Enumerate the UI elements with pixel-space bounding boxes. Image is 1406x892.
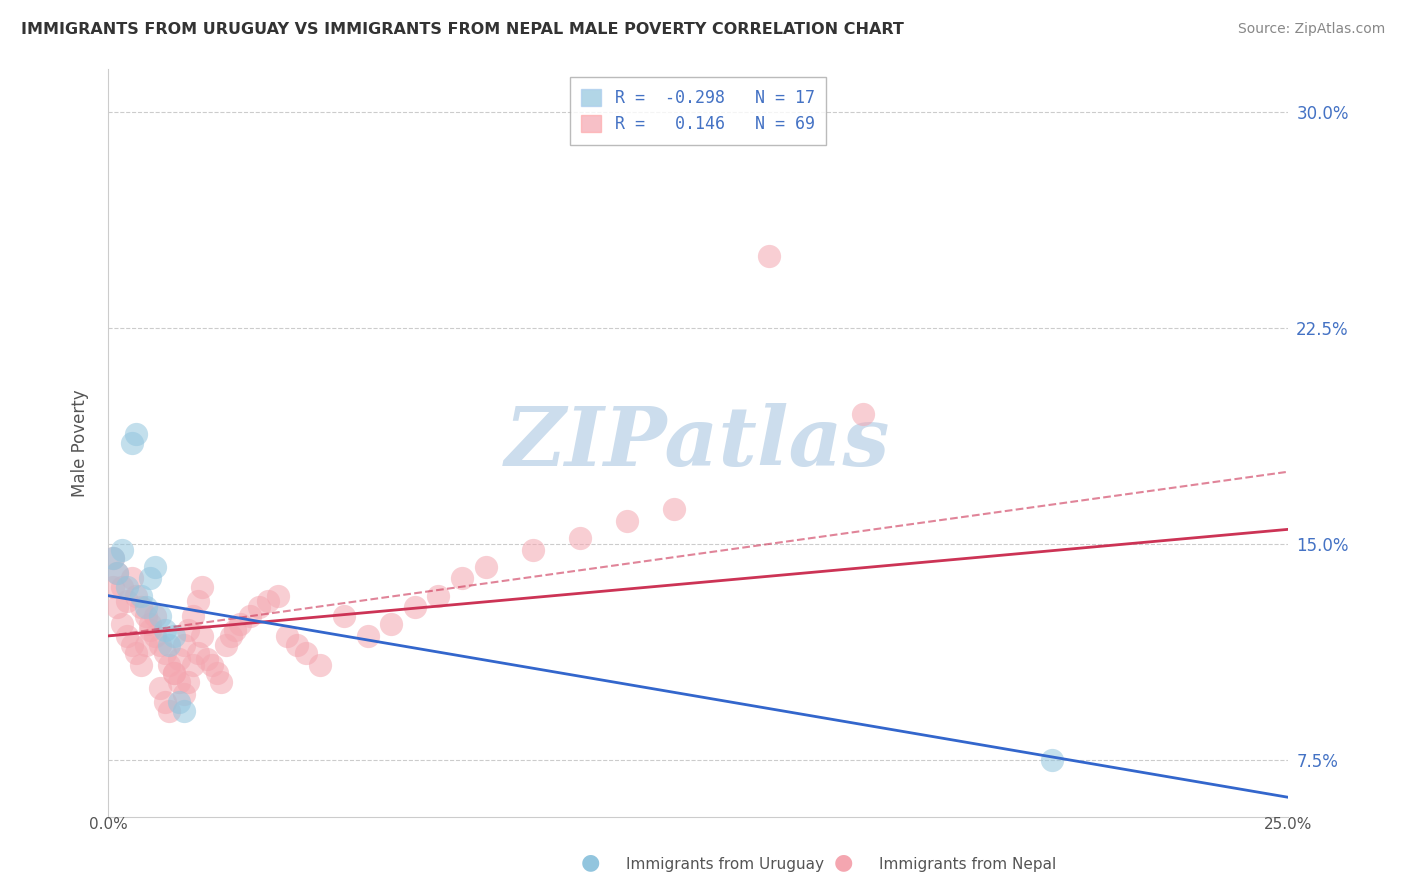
Point — [157, 704, 180, 718]
Point — [107, 600, 129, 615]
Point — [1040, 753, 1063, 767]
Point — [187, 594, 209, 608]
Point — [153, 695, 176, 709]
Point — [115, 580, 138, 594]
Point — [247, 600, 270, 615]
Point — [107, 566, 129, 580]
Point — [157, 657, 180, 672]
Point — [101, 580, 124, 594]
Point — [219, 629, 242, 643]
Point — [111, 542, 134, 557]
Point — [157, 638, 180, 652]
Point — [616, 514, 638, 528]
Point — [135, 638, 157, 652]
Point — [125, 589, 148, 603]
Point — [139, 623, 162, 637]
Point — [107, 566, 129, 580]
Point — [143, 608, 166, 623]
Point — [153, 623, 176, 637]
Point — [224, 623, 246, 637]
Point — [125, 427, 148, 442]
Point — [135, 608, 157, 623]
Point — [276, 629, 298, 643]
Point — [522, 542, 544, 557]
Point — [153, 646, 176, 660]
Point — [191, 629, 214, 643]
Point — [205, 666, 228, 681]
Point — [121, 571, 143, 585]
Text: ●: ● — [834, 853, 853, 872]
Point — [356, 629, 378, 643]
Point — [181, 608, 204, 623]
Point — [167, 675, 190, 690]
Text: 25.0%: 25.0% — [1264, 817, 1312, 832]
Point — [177, 623, 200, 637]
Point — [129, 600, 152, 615]
Point — [333, 608, 356, 623]
Point — [149, 681, 172, 695]
Text: ●: ● — [581, 853, 600, 872]
Text: Immigrants from Nepal: Immigrants from Nepal — [879, 857, 1056, 872]
Point — [149, 638, 172, 652]
Point — [135, 600, 157, 615]
Point — [143, 629, 166, 643]
Point — [451, 571, 474, 585]
Point — [309, 657, 332, 672]
Text: Immigrants from Uruguay: Immigrants from Uruguay — [626, 857, 824, 872]
Point — [163, 666, 186, 681]
Point — [129, 589, 152, 603]
Point — [129, 657, 152, 672]
Point — [229, 617, 252, 632]
Point — [187, 646, 209, 660]
Point — [257, 594, 280, 608]
Point — [380, 617, 402, 632]
Point — [121, 638, 143, 652]
Point — [195, 652, 218, 666]
Point — [295, 646, 318, 660]
Point — [167, 652, 190, 666]
Text: IMMIGRANTS FROM URUGUAY VS IMMIGRANTS FROM NEPAL MALE POVERTY CORRELATION CHART: IMMIGRANTS FROM URUGUAY VS IMMIGRANTS FR… — [21, 22, 904, 37]
Point — [111, 617, 134, 632]
Point — [163, 666, 186, 681]
Point — [101, 551, 124, 566]
Point — [173, 687, 195, 701]
Legend: R =  -0.298   N = 17, R =   0.146   N = 69: R = -0.298 N = 17, R = 0.146 N = 69 — [569, 77, 827, 145]
Point — [149, 608, 172, 623]
Text: 0.0%: 0.0% — [89, 817, 128, 832]
Point — [139, 571, 162, 585]
Point — [404, 600, 426, 615]
Point — [163, 629, 186, 643]
Point — [173, 704, 195, 718]
Point — [125, 646, 148, 660]
Y-axis label: Male Poverty: Male Poverty — [72, 389, 89, 497]
Point — [201, 657, 224, 672]
Point — [167, 695, 190, 709]
Point — [173, 638, 195, 652]
Text: Source: ZipAtlas.com: Source: ZipAtlas.com — [1237, 22, 1385, 37]
Point — [209, 675, 232, 690]
Point — [664, 502, 686, 516]
Point — [111, 580, 134, 594]
Text: ZIPatlas: ZIPatlas — [505, 403, 890, 483]
Point — [115, 629, 138, 643]
Point — [177, 675, 200, 690]
Point — [143, 559, 166, 574]
Point — [215, 638, 238, 652]
Point — [101, 551, 124, 566]
Point — [285, 638, 308, 652]
Point — [121, 436, 143, 450]
Point — [474, 559, 496, 574]
Point — [568, 531, 591, 545]
Point — [191, 580, 214, 594]
Point — [267, 589, 290, 603]
Point — [115, 594, 138, 608]
Point — [852, 407, 875, 421]
Point — [427, 589, 450, 603]
Point — [181, 657, 204, 672]
Point — [239, 608, 262, 623]
Point — [139, 617, 162, 632]
Point — [758, 249, 780, 263]
